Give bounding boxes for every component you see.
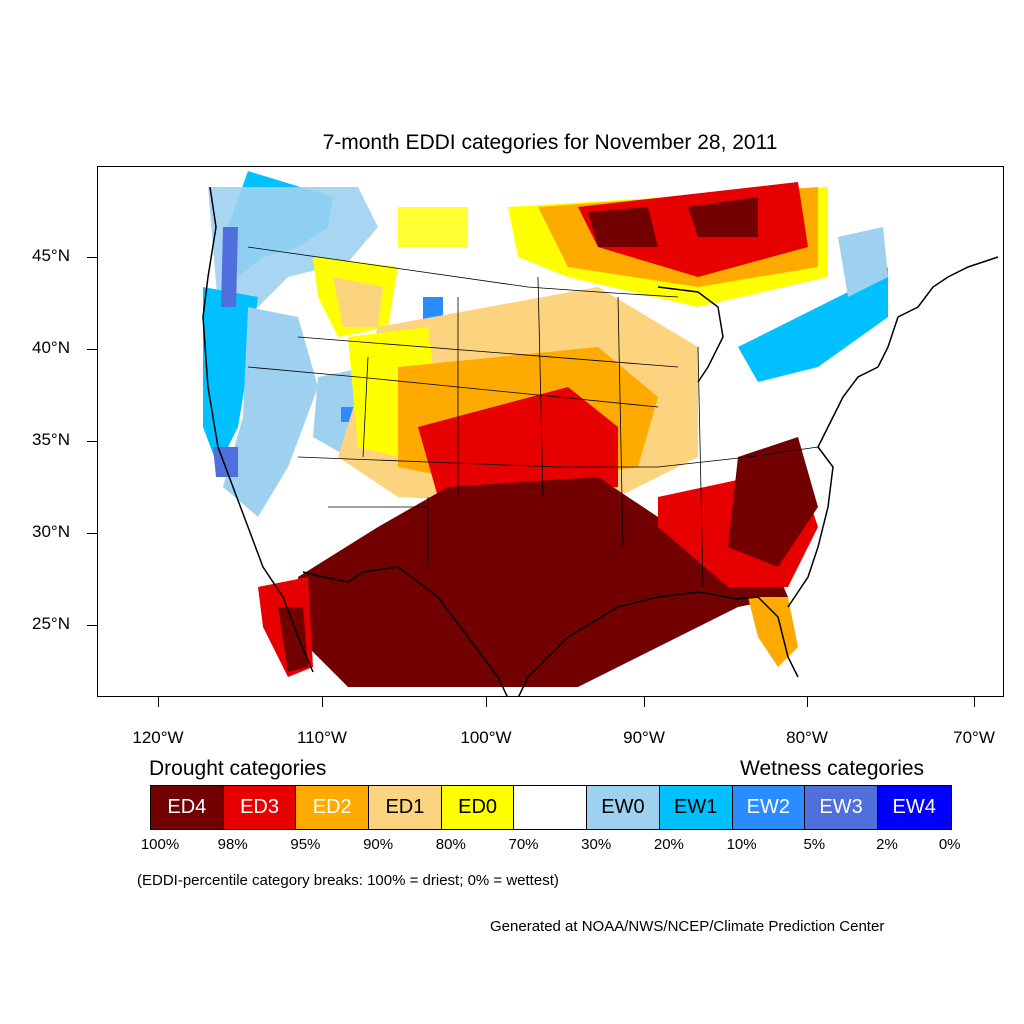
legend-cell-ew1: EW1 (659, 786, 733, 829)
drought-categories-heading: Drought categories (149, 757, 327, 780)
region-ed4-ontario-east (688, 197, 758, 237)
legend-break-label: 10% (726, 836, 757, 853)
y-label-25n: 25°N (32, 614, 70, 633)
coastlines (202, 186, 999, 696)
map-title: 7-month EDDI categories for November 28,… (322, 131, 778, 154)
x-label-90w: 90°W (623, 728, 665, 747)
legend-break-label: 95% (290, 836, 321, 853)
legend-break-label: 98% (217, 836, 248, 853)
x-tick (974, 697, 975, 707)
y-label-45n: 45°N (32, 246, 70, 265)
region-ed4-baja (278, 607, 308, 672)
legend-cell-ew3: EW3 (805, 786, 878, 829)
region-ed1-montana (333, 277, 383, 327)
legend-cell-ed3: ED3 (223, 786, 297, 829)
x-tick (486, 697, 487, 707)
legend-break-label: 5% (803, 836, 826, 853)
x-label-120w: 120°W (132, 728, 184, 747)
x-tick (807, 697, 808, 707)
y-tick (87, 441, 97, 442)
credit-line: Generated at NOAA/NWS/NCEP/Climate Predi… (490, 918, 885, 935)
region-ew0-northwest (208, 187, 378, 317)
x-tick (158, 697, 159, 707)
legend-cell-ed2: ED2 (296, 786, 370, 829)
y-label-30n: 30°N (32, 522, 70, 541)
legend-break-label: 80% (435, 836, 466, 853)
legend-break-label: 90% (363, 836, 394, 853)
wetness-categories-heading: Wetness categories (740, 757, 925, 780)
region-ed4-ontario (588, 207, 658, 247)
region-ew1-west-coast (203, 287, 258, 467)
legend-cell-ew0: EW0 (587, 786, 660, 829)
legend-cell-ew2: EW2 (732, 786, 806, 829)
y-tick (87, 533, 97, 534)
region-ew3-nw-coast (221, 227, 238, 307)
legend-cell-ed4: ED4 (151, 786, 224, 829)
legend-cell-ed0: ED0 (441, 786, 515, 829)
legend-break-label: 30% (581, 836, 612, 853)
legend-cell-normal (514, 786, 588, 829)
x-tick (322, 697, 323, 707)
y-tick (87, 349, 97, 350)
region-ed2-florida (748, 597, 798, 667)
eddi-map-canvas (202, 171, 999, 696)
region-ew2-montana (423, 297, 443, 322)
y-tick (87, 625, 97, 626)
x-tick (644, 697, 645, 707)
y-label-35n: 35°N (32, 430, 70, 449)
eddi-map (97, 166, 1004, 697)
x-label-70w: 70°W (953, 728, 995, 747)
region-ew0-northeast (838, 227, 888, 297)
legend-break-label: 70% (508, 836, 539, 853)
state-borders (247, 246, 819, 588)
region-ed4-carolinas (728, 437, 818, 567)
y-tick (87, 257, 97, 258)
legend-break-label: 0% (938, 836, 961, 853)
y-label-40n: 40°N (32, 338, 70, 357)
legend-break-label: 2% (876, 836, 898, 853)
legend-color-bar: ED4 ED3 ED2 ED1 ED0 EW0 EW1 EW2 EW3 EW4 (150, 785, 952, 830)
legend-break-label: 20% (653, 836, 684, 853)
region-ed3-central (418, 387, 618, 497)
region-ew3-california (213, 447, 238, 477)
category-breaks-note: (EDDI-percentile category breaks: 100% =… (137, 872, 559, 889)
legend-cell-ed1: ED1 (369, 786, 442, 829)
x-label-110w: 110°W (297, 728, 347, 747)
x-label-100w: 100°W (460, 728, 512, 747)
x-label-80w: 80°W (786, 728, 828, 747)
legend-break-label: 100% (140, 836, 180, 853)
region-ed0-north (398, 207, 468, 247)
region-ew0-california-nevada (223, 307, 318, 517)
legend-cell-ew4: EW4 (877, 786, 951, 829)
